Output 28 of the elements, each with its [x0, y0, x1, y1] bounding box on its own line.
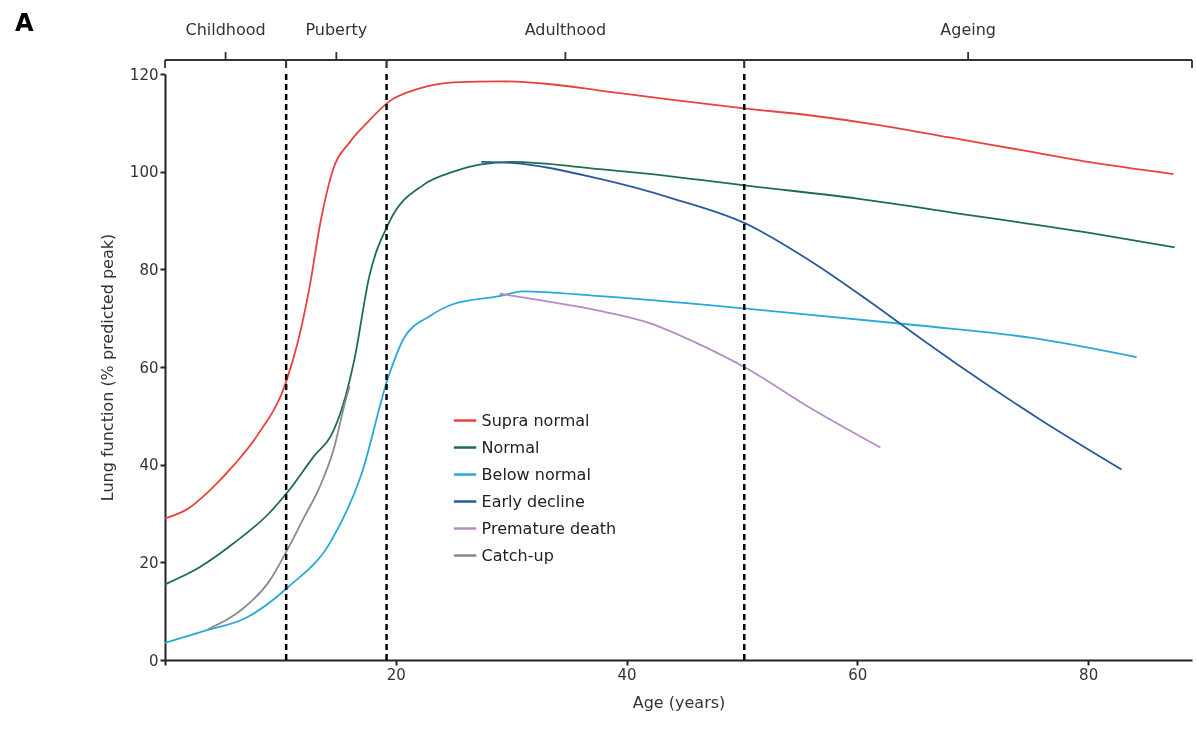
- y-tick-label: 120: [129, 65, 159, 84]
- x-tick-label: 20: [386, 665, 406, 684]
- y-tick-label: 80: [139, 260, 159, 279]
- legend-label: Supra normal: [481, 410, 590, 430]
- text: Childhood: [185, 20, 266, 39]
- legend-label: Catch-up: [481, 545, 554, 565]
- line-series: [164, 161, 1176, 586]
- text: A: [15, 9, 34, 37]
- legend-label: Normal: [481, 437, 540, 457]
- legend-label: Below normal: [481, 464, 591, 484]
- x-tick-label: 80: [1079, 665, 1099, 684]
- y-tick-label: 0: [148, 651, 159, 670]
- line-series: [164, 80, 1175, 520]
- legend-label: Premature death: [481, 518, 617, 538]
- legend-label: Early decline: [481, 491, 585, 511]
- text: Ageing: [940, 20, 996, 39]
- x-tick-label: 60: [848, 665, 868, 684]
- y-tick-label: 100: [129, 163, 159, 182]
- x-axis-title: Age (years): [632, 692, 726, 712]
- y-tick-label: 40: [139, 456, 159, 475]
- line-series: [206, 385, 351, 631]
- line-series: [164, 290, 1138, 644]
- text: Adulthood: [524, 20, 607, 39]
- text: Puberty: [305, 20, 368, 39]
- y-tick-label: 60: [139, 358, 159, 377]
- x-tick-label: 40: [617, 665, 637, 684]
- y-axis-title: Lung function (% predicted peak): [97, 233, 117, 502]
- y-tick-label: 20: [139, 553, 159, 572]
